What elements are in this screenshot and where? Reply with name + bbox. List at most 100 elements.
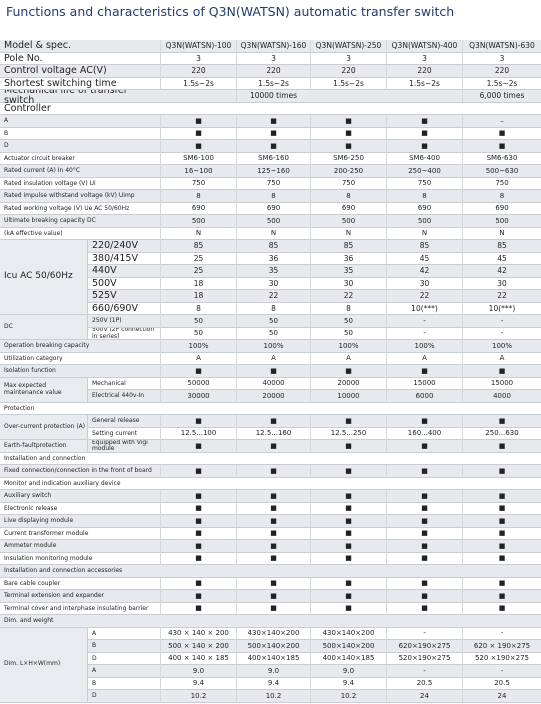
cell-value: 16~100 — [160, 165, 236, 178]
cell-value: ■ — [462, 540, 541, 553]
cell-value: 8 — [310, 302, 386, 315]
cell-value: ■ — [310, 465, 386, 478]
cell-value: 690 — [462, 202, 541, 215]
cell-value: 100% — [386, 340, 462, 353]
row-background — [0, 527, 541, 540]
row-label: Installation and connection accessories — [4, 567, 123, 575]
row-label: A — [4, 117, 9, 125]
row-background — [0, 627, 541, 640]
row-label: Live displaying module — [4, 517, 74, 525]
row-label: B — [92, 679, 97, 687]
cell-value: 9.0 — [310, 665, 386, 678]
row-label: 525V — [92, 290, 117, 302]
cell-value: 85 — [462, 240, 541, 253]
cell-value: A — [310, 352, 386, 365]
cell-value: ■ — [236, 365, 310, 378]
cell-value: 6000 — [386, 390, 462, 403]
cell-value: 125~160 — [236, 165, 310, 178]
row-background — [0, 515, 541, 528]
cell-value: 9.0 — [236, 665, 310, 678]
cell-value: 85 — [236, 240, 310, 253]
cell-value: 8 — [236, 302, 310, 315]
row-label: Auxiliary switch — [4, 492, 52, 500]
cell-value: 430×140×200 — [236, 627, 310, 640]
cell-value: 10000 times — [236, 90, 310, 103]
row-label: Rated current (A) In 40°C — [4, 167, 81, 175]
cell-value: ■ — [160, 577, 236, 590]
cell-value: 30 — [310, 277, 386, 290]
cell-value: 9.4 — [160, 677, 236, 690]
cell-value: ■ — [310, 365, 386, 378]
cell-value: 9.0 — [160, 665, 236, 678]
cell-value: 8 — [160, 190, 236, 203]
cell-value: – — [462, 115, 541, 128]
row-background — [0, 665, 541, 678]
cell-value: ■ — [160, 527, 236, 540]
row-label: Terminal cover and interphase insulating… — [4, 604, 149, 612]
row-background — [0, 590, 541, 603]
row-background — [0, 290, 541, 303]
cell-value: ■ — [386, 127, 462, 140]
cell-value: 24 — [462, 690, 541, 703]
row-label: A — [92, 667, 97, 675]
cell-value: Q3N(WATSN)-160 — [236, 40, 310, 53]
row-background — [0, 477, 541, 490]
row-background — [0, 240, 541, 253]
cell-value: 620 × 190×275 — [462, 640, 541, 653]
row-label: Model & spec. — [4, 40, 72, 52]
group-label: Icu AC 50/60Hz — [0, 240, 88, 315]
row-label: General release — [92, 417, 140, 425]
cell-value: ■ — [160, 127, 236, 140]
cell-value: ■ — [310, 602, 386, 615]
cell-value: ■ — [236, 440, 310, 453]
cell-value: ■ — [386, 502, 462, 515]
group-label: Earth-faultprotection — [0, 440, 88, 453]
cell-value: 45 — [462, 252, 541, 265]
cell-value: 220 — [236, 65, 310, 78]
cell-value: ■ — [462, 127, 541, 140]
row-background — [0, 652, 541, 665]
cell-value: 500 — [160, 215, 236, 228]
cell-value: ■ — [310, 115, 386, 128]
cell-value: 430×140×200 — [310, 627, 386, 640]
cell-value: 30 — [236, 277, 310, 290]
cell-value: ■ — [386, 415, 462, 428]
cell-value: ■ — [310, 415, 386, 428]
cell-value: - — [386, 315, 462, 328]
cell-value: ■ — [160, 490, 236, 503]
cell-value: 12.5...100 — [160, 427, 236, 440]
cell-value: ■ — [310, 515, 386, 528]
cell-value: 45 — [386, 252, 462, 265]
cell-value: ■ — [462, 527, 541, 540]
cell-value: 1.5s~2s — [462, 77, 541, 90]
cell-value: ■ — [386, 440, 462, 453]
cell-value: SM6-100 — [160, 152, 236, 165]
cell-value: 500×140×200 — [310, 640, 386, 653]
cell-value: ■ — [462, 515, 541, 528]
cell-value: ■ — [386, 577, 462, 590]
row-background — [0, 215, 541, 228]
cell-value: 50 — [310, 327, 386, 340]
cell-value: 36 — [310, 252, 386, 265]
cell-value: 30000 — [160, 390, 236, 403]
cell-value: 22 — [236, 290, 310, 303]
cell-value: 35 — [310, 265, 386, 278]
cell-value: 100% — [160, 340, 236, 353]
cell-value: ■ — [310, 490, 386, 503]
cell-value: ■ — [310, 527, 386, 540]
cell-value: - — [386, 327, 462, 340]
row-label: Operation breaking capacity — [4, 342, 90, 350]
cell-value: ■ — [160, 552, 236, 565]
group-label: Dim. L×H×W(mm) — [0, 627, 88, 703]
cell-value: 85 — [160, 240, 236, 253]
row-label: Protection — [4, 404, 35, 412]
cell-value: ■ — [386, 527, 462, 540]
row-background — [0, 177, 541, 190]
row-background — [0, 615, 541, 628]
cell-value: ■ — [160, 415, 236, 428]
cell-value: 85 — [310, 240, 386, 253]
row-label: D — [92, 692, 97, 700]
cell-value: ■ — [236, 515, 310, 528]
row-background — [0, 90, 541, 103]
group-label: Over-current protection (A) — [0, 415, 88, 440]
